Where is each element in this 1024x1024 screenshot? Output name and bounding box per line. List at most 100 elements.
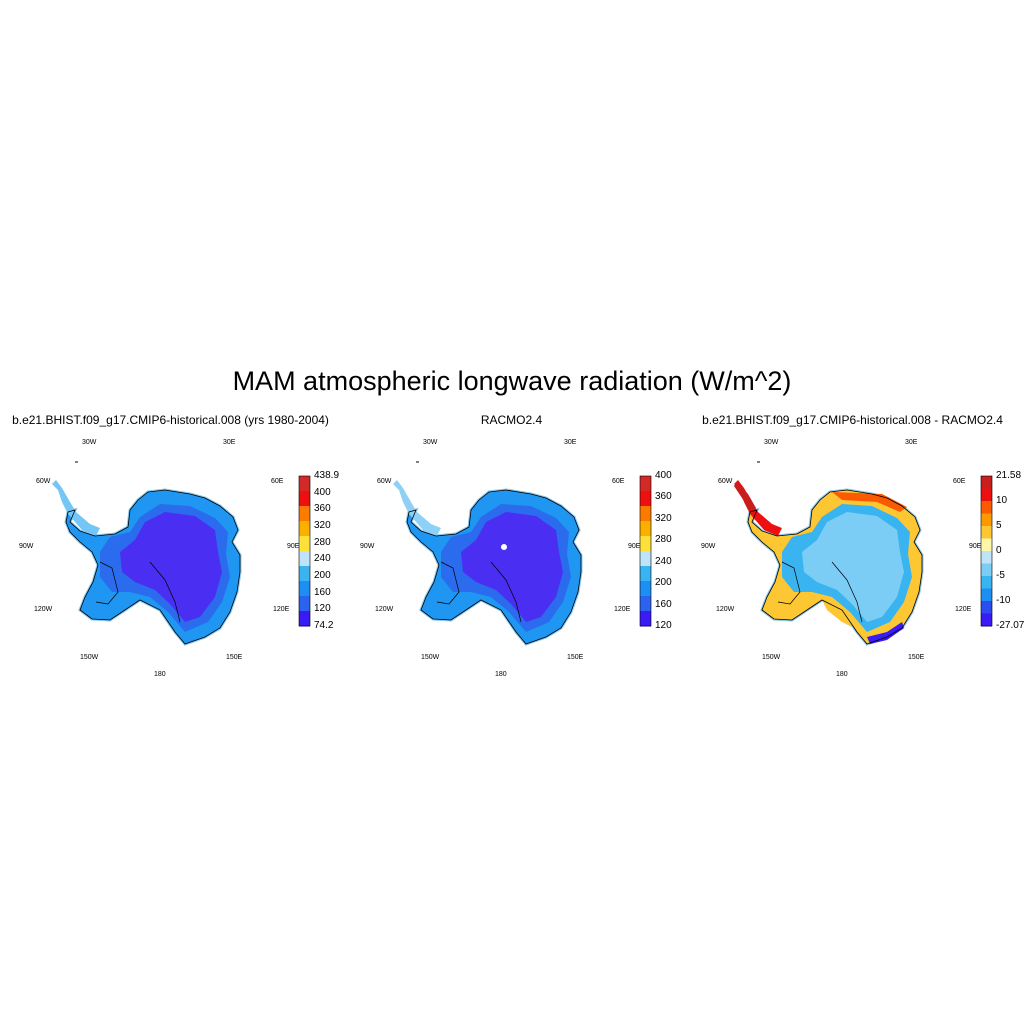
longitude-label: 150E bbox=[226, 654, 243, 661]
longitude-label: 90W bbox=[701, 543, 716, 550]
panel-title: RACMO2.4 bbox=[480, 413, 543, 427]
cold-anomaly-field bbox=[867, 622, 904, 644]
longitude-label: 150W bbox=[421, 654, 440, 661]
longitude-label: 30W bbox=[82, 439, 97, 446]
longitude-label: 120E bbox=[955, 606, 972, 613]
longitude-label: 150E bbox=[567, 654, 584, 661]
difference-panel: b.e21.BHIST.f09_g17.CMIP6-historical.008… bbox=[682, 408, 1024, 688]
colorbar-cell bbox=[640, 521, 651, 537]
colorbar-label: 438.9 bbox=[314, 470, 340, 481]
colorbar-cell bbox=[981, 476, 992, 489]
colorbar-label: 160 bbox=[314, 586, 331, 598]
longitude-label: 60W bbox=[36, 478, 51, 485]
panel-title: b.e21.BHIST.f09_g17.CMIP6-historical.008… bbox=[12, 413, 329, 427]
colorbar-cell bbox=[981, 613, 992, 627]
colorbar-cell bbox=[299, 581, 310, 597]
longitude-label: 180 bbox=[836, 671, 848, 678]
colorbar-label: 280 bbox=[314, 536, 331, 548]
colorbar-label: 360 bbox=[655, 491, 672, 503]
figure-title: MAM atmospheric longwave radiation (W/m^… bbox=[232, 366, 792, 396]
colorbar-cell bbox=[299, 506, 310, 522]
longitude-label: 120W bbox=[34, 606, 53, 613]
coastline bbox=[65, 489, 241, 645]
ice-shelf-line bbox=[490, 561, 522, 623]
peninsula-field bbox=[52, 480, 100, 536]
colorbar-cell bbox=[981, 488, 992, 502]
panel-title: b.e21.BHIST.f09_g17.CMIP6-historical.008… bbox=[702, 413, 1003, 427]
longitude-label: 90E bbox=[969, 543, 982, 550]
plateau-field bbox=[461, 512, 563, 622]
peninsula-field bbox=[393, 480, 441, 536]
colorbar-label: 200 bbox=[314, 570, 331, 581]
colorbar-label: 240 bbox=[655, 555, 672, 567]
longitude-label: 90E bbox=[628, 543, 641, 550]
longitude-label: 120W bbox=[716, 606, 735, 613]
longitude-label: 150E bbox=[908, 654, 925, 661]
racmo-panel: RACMO2.4 30W 30E 60W 60E 90W 90E 120W 120E 150W 1… bbox=[341, 408, 682, 688]
colorbar-cell bbox=[299, 521, 310, 537]
colorbar bbox=[639, 475, 652, 627]
ice-shelf-line bbox=[777, 561, 801, 605]
coastline bbox=[406, 489, 582, 645]
colorbar-label: -27.07 bbox=[996, 620, 1024, 631]
plateau-field bbox=[120, 512, 222, 622]
colorbar-frame bbox=[298, 475, 311, 627]
longitude-label: 120E bbox=[273, 606, 290, 613]
colorbar-label: 200 bbox=[655, 577, 672, 589]
colorbar-cell bbox=[640, 581, 651, 597]
colorbar-cell bbox=[981, 601, 992, 614]
antarctica-map bbox=[393, 461, 583, 646]
colorbar-cell bbox=[299, 566, 310, 582]
longitude-label: 90W bbox=[19, 543, 34, 550]
colorbar-label: 5 bbox=[996, 520, 1002, 531]
colorbar-label: 120 bbox=[655, 620, 672, 631]
colorbar-label: 320 bbox=[655, 512, 672, 524]
ice-shelf-line bbox=[95, 561, 119, 605]
longitude-label: 120E bbox=[614, 606, 631, 613]
ice-shelf-line bbox=[149, 561, 181, 623]
warm-anomaly-field bbox=[832, 492, 907, 512]
colorbar-cell bbox=[981, 501, 992, 514]
longitude-label: 60W bbox=[377, 478, 392, 485]
colorbar-cell bbox=[981, 576, 992, 589]
colorbar-cell bbox=[299, 536, 310, 552]
longitude-label: 120W bbox=[375, 606, 394, 613]
colorbar-cell bbox=[640, 536, 651, 552]
pole-blank-cell bbox=[501, 544, 507, 550]
colorbar-cell bbox=[299, 611, 310, 627]
ice-shelf-line bbox=[436, 561, 460, 605]
colorbar-label: 74.2 bbox=[314, 620, 334, 631]
longitude-label: 180 bbox=[495, 671, 507, 678]
longitude-label: 30W bbox=[764, 439, 779, 446]
warm-anomaly-field bbox=[734, 482, 756, 512]
colorbar-cell bbox=[640, 566, 651, 582]
longitude-label: 30E bbox=[223, 439, 236, 446]
longitude-label: 150W bbox=[80, 654, 99, 661]
colorbar bbox=[980, 475, 993, 627]
colorbar-label: 320 bbox=[314, 520, 331, 531]
colorbar-cell bbox=[981, 526, 992, 539]
coastline bbox=[747, 489, 923, 645]
warm-anomaly-field bbox=[822, 600, 852, 627]
longitude-label: 60E bbox=[612, 478, 625, 485]
colorbar-label: 400 bbox=[655, 470, 672, 481]
colorbar-label: -10 bbox=[996, 595, 1011, 606]
model-panel: b.e21.BHIST.f09_g17.CMIP6-historical.008… bbox=[0, 408, 341, 688]
colorbar-cell bbox=[640, 611, 651, 627]
colorbar-label: -5 bbox=[996, 570, 1005, 581]
colorbar-label: 360 bbox=[314, 503, 331, 515]
colorbar-label: 120 bbox=[314, 603, 331, 615]
colorbar-label: 160 bbox=[655, 598, 672, 610]
colorbar-label: 0 bbox=[996, 545, 1002, 556]
colorbar-cell bbox=[981, 538, 992, 552]
colorbar-cell bbox=[299, 476, 310, 492]
longitude-label: 30W bbox=[423, 439, 438, 446]
colorbar-cell bbox=[981, 563, 992, 577]
colorbar-cell bbox=[981, 551, 992, 564]
colorbar-frame bbox=[980, 475, 993, 627]
colorbar-cell bbox=[299, 551, 310, 567]
colorbar-cell bbox=[299, 491, 310, 507]
colorbar-frame bbox=[639, 475, 652, 627]
colorbar-cell bbox=[640, 491, 651, 507]
colorbar-label: 280 bbox=[655, 534, 672, 546]
